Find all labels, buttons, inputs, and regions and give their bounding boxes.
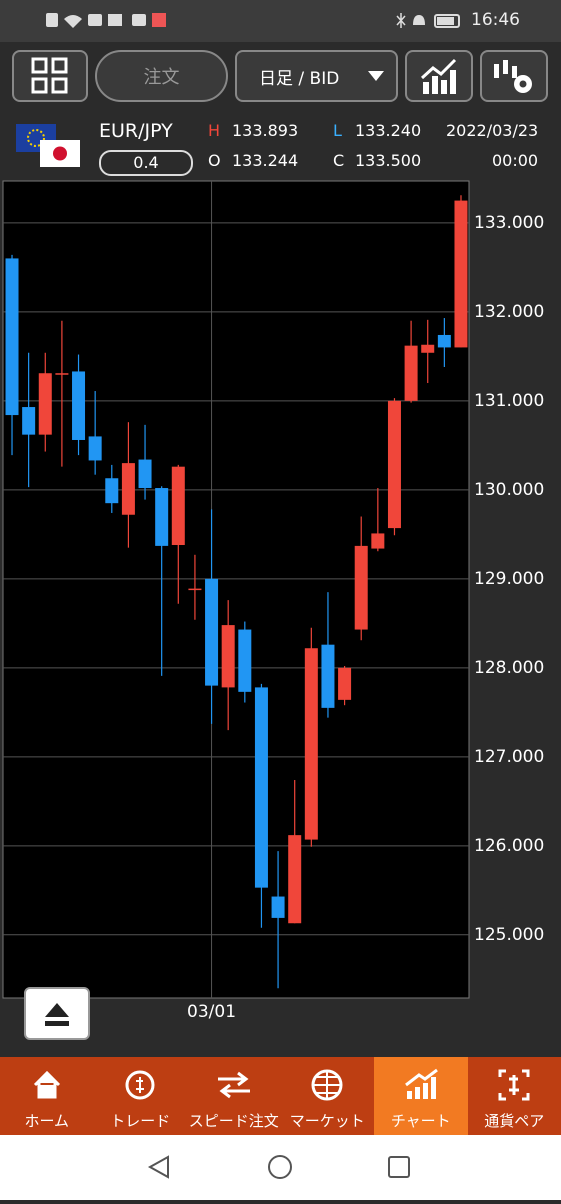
candle-body — [338, 668, 351, 700]
nav-label: マーケット — [281, 1110, 375, 1131]
nav-label: ホーム — [0, 1110, 94, 1131]
candle-body — [421, 345, 434, 353]
candle-body — [89, 436, 102, 460]
spread: 0.4 — [99, 150, 193, 176]
nav-label: スピード注文 — [187, 1110, 281, 1131]
candle-body — [122, 463, 135, 515]
y-tick-label: 129.000 — [474, 569, 544, 589]
menu-button[interactable] — [12, 50, 88, 102]
nav-tab[interactable]: チャート — [374, 1057, 468, 1135]
y-tick-label: 132.000 — [474, 302, 544, 322]
y-tick-label: 127.000 — [474, 747, 544, 767]
x-tick-label: 03/01 — [187, 1002, 236, 1022]
settings-button[interactable] — [480, 50, 548, 102]
indicator-button[interactable] — [405, 50, 473, 102]
candle-body — [39, 373, 52, 434]
nav-icon — [401, 1065, 441, 1105]
chart-icon — [419, 56, 459, 96]
close-value: 133.500 — [355, 151, 421, 170]
settings-icon — [491, 56, 537, 96]
candle-body — [454, 201, 467, 348]
order-button[interactable]: 注文 — [95, 50, 228, 102]
candle-body — [238, 630, 251, 692]
candle-body — [72, 371, 85, 440]
y-tick-label: 130.000 — [474, 480, 544, 500]
candle-body — [288, 835, 301, 923]
nav-icon — [307, 1065, 347, 1105]
system-icons — [395, 12, 465, 30]
eject-icon — [26, 989, 88, 1038]
candle-body — [205, 579, 218, 686]
candle-body — [255, 687, 268, 887]
quote-date: 2022/03/23 — [446, 121, 538, 140]
nav-tab[interactable]: スピード注文 — [187, 1057, 281, 1135]
nav-label: チャート — [374, 1110, 468, 1131]
y-tick-label: 128.000 — [474, 658, 544, 678]
candle-body — [139, 460, 152, 488]
nav-icon — [214, 1065, 254, 1105]
candle-body — [405, 346, 418, 401]
status-icons — [46, 11, 176, 29]
candle-body — [155, 488, 168, 546]
expand-button[interactable] — [24, 987, 90, 1040]
quote-time: 00:00 — [492, 151, 538, 170]
timeframe-dropdown[interactable]: 日足 / BID — [235, 50, 398, 102]
low-value: 133.240 — [355, 121, 421, 140]
y-tick-label: 133.000 — [474, 213, 544, 233]
low-label: L — [333, 121, 342, 140]
high-value: 133.893 — [232, 121, 298, 140]
candle-body — [222, 625, 235, 687]
nav-icon — [494, 1065, 534, 1105]
candle-body — [55, 373, 68, 375]
dropdown-arrow — [368, 70, 384, 82]
candle-body — [272, 897, 285, 918]
chart: 125.000 126.000 127.000 128.000 129.000 130.0… — [0, 178, 561, 1057]
nav-icon — [120, 1065, 160, 1105]
candle-body — [105, 478, 118, 503]
currency-pair: EUR/JPY — [99, 120, 173, 142]
close-label: C — [333, 151, 344, 170]
candle-body — [172, 467, 185, 545]
candle-body — [321, 645, 334, 708]
open-label: O — [208, 151, 221, 170]
status-bar: 16:46 — [0, 0, 561, 42]
open-value: 133.244 — [232, 151, 298, 170]
candle-body — [22, 407, 35, 435]
candle-body — [438, 335, 451, 347]
nav-icon — [27, 1065, 67, 1105]
candle-body — [371, 533, 384, 548]
nav-label: 通貨ペア — [468, 1110, 561, 1131]
candle-body — [188, 589, 201, 591]
status-time: 16:46 — [471, 10, 520, 30]
nav-tab[interactable]: 通貨ペア — [468, 1057, 561, 1135]
system-nav — [0, 1135, 561, 1200]
y-tick-label: 131.000 — [474, 391, 544, 411]
candle-body — [388, 401, 401, 528]
plot-area — [3, 181, 469, 998]
high-label: H — [208, 121, 220, 140]
nav-tab[interactable]: トレード — [94, 1057, 188, 1135]
currency-flags — [16, 124, 84, 168]
nav-tab[interactable]: ホーム — [0, 1057, 94, 1135]
nav-label: トレード — [94, 1110, 188, 1131]
candle-body — [6, 258, 19, 415]
y-tick-label: 125.000 — [474, 925, 544, 945]
candle-body — [305, 648, 318, 839]
y-tick-label: 126.000 — [474, 836, 544, 856]
timeframe-label: 日足 / BID — [259, 64, 339, 89]
grid-icon — [30, 56, 70, 96]
nav-tab[interactable]: マーケット — [281, 1057, 375, 1135]
candle-body — [355, 546, 368, 630]
system-nav-icons — [0, 1135, 561, 1200]
